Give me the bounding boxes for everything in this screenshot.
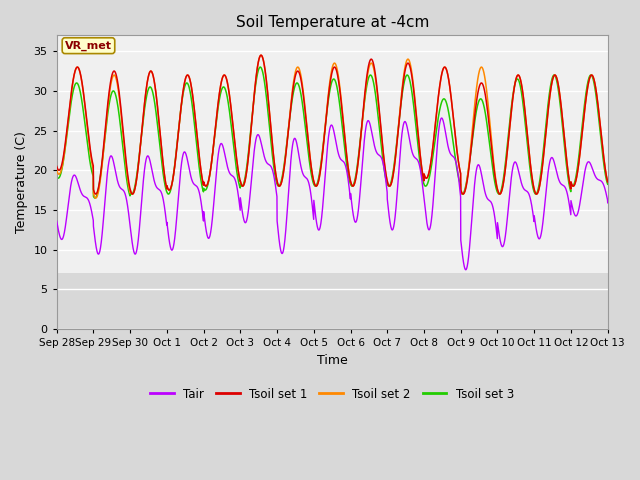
Text: VR_met: VR_met (65, 40, 112, 51)
Bar (57, 274, 608, 329)
Legend: Tair, Tsoil set 1, Tsoil set 2, Tsoil set 3: Tair, Tsoil set 1, Tsoil set 2, Tsoil se… (146, 383, 518, 405)
Bar (57, 95, 608, 274)
Y-axis label: Temperature (C): Temperature (C) (15, 131, 28, 233)
Title: Soil Temperature at -4cm: Soil Temperature at -4cm (236, 15, 429, 30)
Bar (57, 36, 608, 95)
X-axis label: Time: Time (317, 354, 348, 367)
